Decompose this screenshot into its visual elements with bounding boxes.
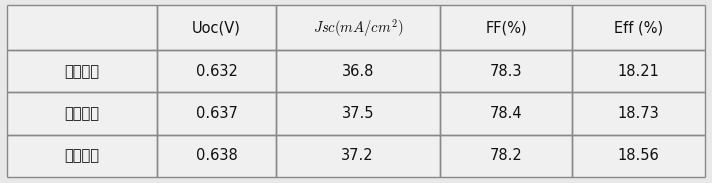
Text: 实施例二: 实施例二 (65, 148, 100, 163)
Bar (157, 5, 276, 50)
Bar (7, 92, 157, 135)
Bar (572, 5, 705, 50)
Bar (157, 135, 276, 177)
Bar (572, 135, 705, 177)
Bar (7, 5, 157, 50)
Text: 78.3: 78.3 (490, 64, 523, 79)
Text: 对比例一: 对比例一 (65, 64, 100, 79)
Text: $Jsc(mA/cm^2)$: $Jsc(mA/cm^2)$ (313, 17, 403, 39)
Bar (572, 92, 705, 135)
Text: 36.8: 36.8 (342, 64, 374, 79)
Text: 78.4: 78.4 (490, 106, 523, 121)
Text: 实施例一: 实施例一 (65, 106, 100, 121)
Bar (276, 50, 440, 92)
Text: Eff (%): Eff (%) (614, 20, 663, 35)
Bar (440, 135, 572, 177)
Bar (440, 5, 572, 50)
Text: Uoc(V): Uoc(V) (192, 20, 241, 35)
Text: 18.73: 18.73 (618, 106, 659, 121)
Text: 18.56: 18.56 (618, 148, 659, 163)
Bar (440, 92, 572, 135)
Bar (572, 50, 705, 92)
Bar (157, 92, 276, 135)
Text: 18.21: 18.21 (617, 64, 659, 79)
Text: 0.637: 0.637 (196, 106, 237, 121)
Bar (440, 50, 572, 92)
Text: 0.638: 0.638 (196, 148, 237, 163)
Text: 37.2: 37.2 (342, 148, 374, 163)
Bar (7, 135, 157, 177)
Bar (7, 50, 157, 92)
Bar (276, 5, 440, 50)
Text: 78.2: 78.2 (490, 148, 523, 163)
Text: FF(%): FF(%) (485, 20, 527, 35)
Text: 37.5: 37.5 (342, 106, 374, 121)
Text: 0.632: 0.632 (196, 64, 237, 79)
Bar (276, 135, 440, 177)
Bar (157, 50, 276, 92)
Bar (276, 92, 440, 135)
